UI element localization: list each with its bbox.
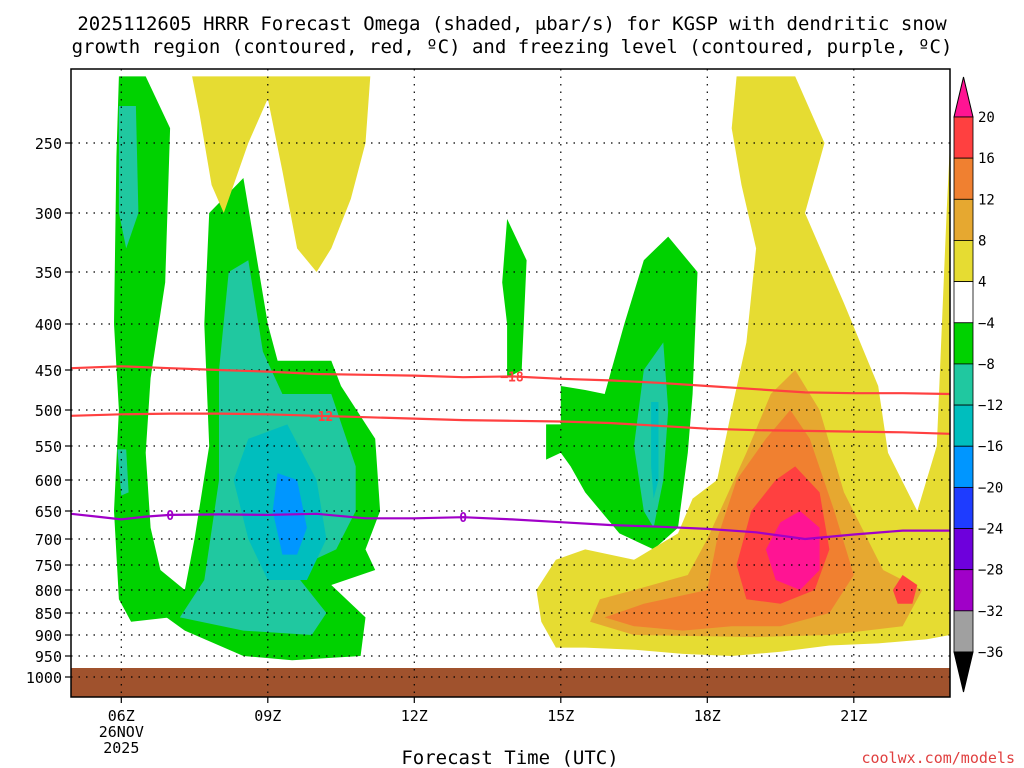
contour-lines: −18 −12 0 0 [71,365,950,541]
y-tick-label-500: 500 [35,402,62,420]
y-tick-label-800: 800 [35,582,62,600]
teal-region-06z-lower [117,449,129,496]
colorbar-label-1: 16 [978,151,995,167]
x-tick-label-09Z: 09Z [254,707,281,725]
y-tick-label-350: 350 [35,264,62,282]
y-tick-label-1000: 1000 [26,669,62,687]
chart-title-line2: growth region (contoured, red, ºC) and f… [72,36,953,58]
plot-frame [70,68,951,698]
pink-region-20z [765,511,820,590]
colorbar-band-11 [953,569,974,612]
colorbar-band-4 [953,281,974,324]
y-tick-label-700: 700 [35,531,62,549]
colorbar-label-3: 8 [978,233,986,249]
y-tick-label-550: 550 [35,438,62,456]
y-tick-label-600: 600 [35,472,62,490]
x-axis-label: Forecast Time (UTC) [401,747,618,768]
colorbar-top-triangle [953,76,974,118]
colorbar-band-2 [953,198,974,241]
colorbar-band-6 [953,363,974,406]
watermark: coolwx.com/models [861,749,1015,767]
minus-12-isotherm-label-0: −12 [310,410,333,425]
freezing-level-line [71,512,950,541]
colorbar-band-7 [953,404,974,447]
x-tick-year: 2025 [103,739,139,757]
y-tick-label-300: 300 [35,205,62,223]
colorbar: 20 16 12 8 4 −4 −8 −12 −16 −20 −24 −28 −32 −36 [953,76,1003,693]
freezing-level-label-1: 0 [459,511,467,526]
colorbar-bottom-triangle [953,651,974,693]
minus-12-isotherm-line [71,412,950,435]
x-tick-label-06Z: 06Z [108,707,135,725]
omega-shading [114,76,950,661]
y-tick-label-400: 400 [35,316,62,334]
chart-title-line1: 2025112605 HRRR Forecast Omega (shaded, … [77,13,947,35]
colorbar-label-9: −20 [978,480,1003,496]
red-region-22z [892,575,918,604]
colorbar-band-1 [953,157,974,200]
ground-layer [71,668,950,697]
colorbar-band-8 [953,445,974,488]
colorbar-band-0 [953,116,974,159]
colorbar-band-9 [953,486,974,529]
colorbar-label-5: −4 [978,316,995,332]
y-tick-label-450: 450 [35,362,62,380]
colorbar-label-8: −16 [978,439,1003,455]
x-tick-label-15Z: 15Z [547,707,574,725]
x-tick-label-12Z: 12Z [401,707,428,725]
y-axis-ticks: 250 300 350 400 450 500 550 600 650 700 750 800 850 9… [26,135,71,687]
minus-18-isotherm-line [71,365,950,396]
yellow-region-09z-top [192,76,371,273]
x-tick-label-21Z: 21Z [840,707,867,725]
green-region-1530z [502,218,527,378]
colorbar-label-13: −36 [978,645,1003,661]
colorbar-label-12: −32 [978,604,1003,620]
colorbar-band-5 [953,322,974,365]
y-tick-label-900: 900 [35,627,62,645]
freezing-level-label-0: 0 [166,509,174,524]
colorbar-band-12 [953,610,974,653]
colorbar-label-11: −28 [978,563,1003,579]
colorbar-label-6: −8 [978,357,995,373]
y-tick-label-250: 250 [35,135,62,153]
colorbar-label-4: 4 [978,275,986,291]
x-tick-date: 26NOV [99,723,144,741]
y-tick-label-750: 750 [35,557,62,575]
colorbar-label-7: −12 [978,398,1003,414]
colorbar-band-3 [953,240,974,283]
y-tick-label-850: 850 [35,605,62,623]
x-tick-label-18Z: 18Z [694,707,721,725]
colorbar-label-10: −24 [978,522,1003,538]
colorbar-label-2: 12 [978,192,995,208]
y-tick-label-650: 650 [35,503,62,521]
minus-18-isotherm-label-0: −18 [500,370,524,385]
colorbar-band-10 [953,528,974,571]
colorbar-label-0: 20 [978,110,995,126]
y-tick-label-950: 950 [35,648,62,666]
